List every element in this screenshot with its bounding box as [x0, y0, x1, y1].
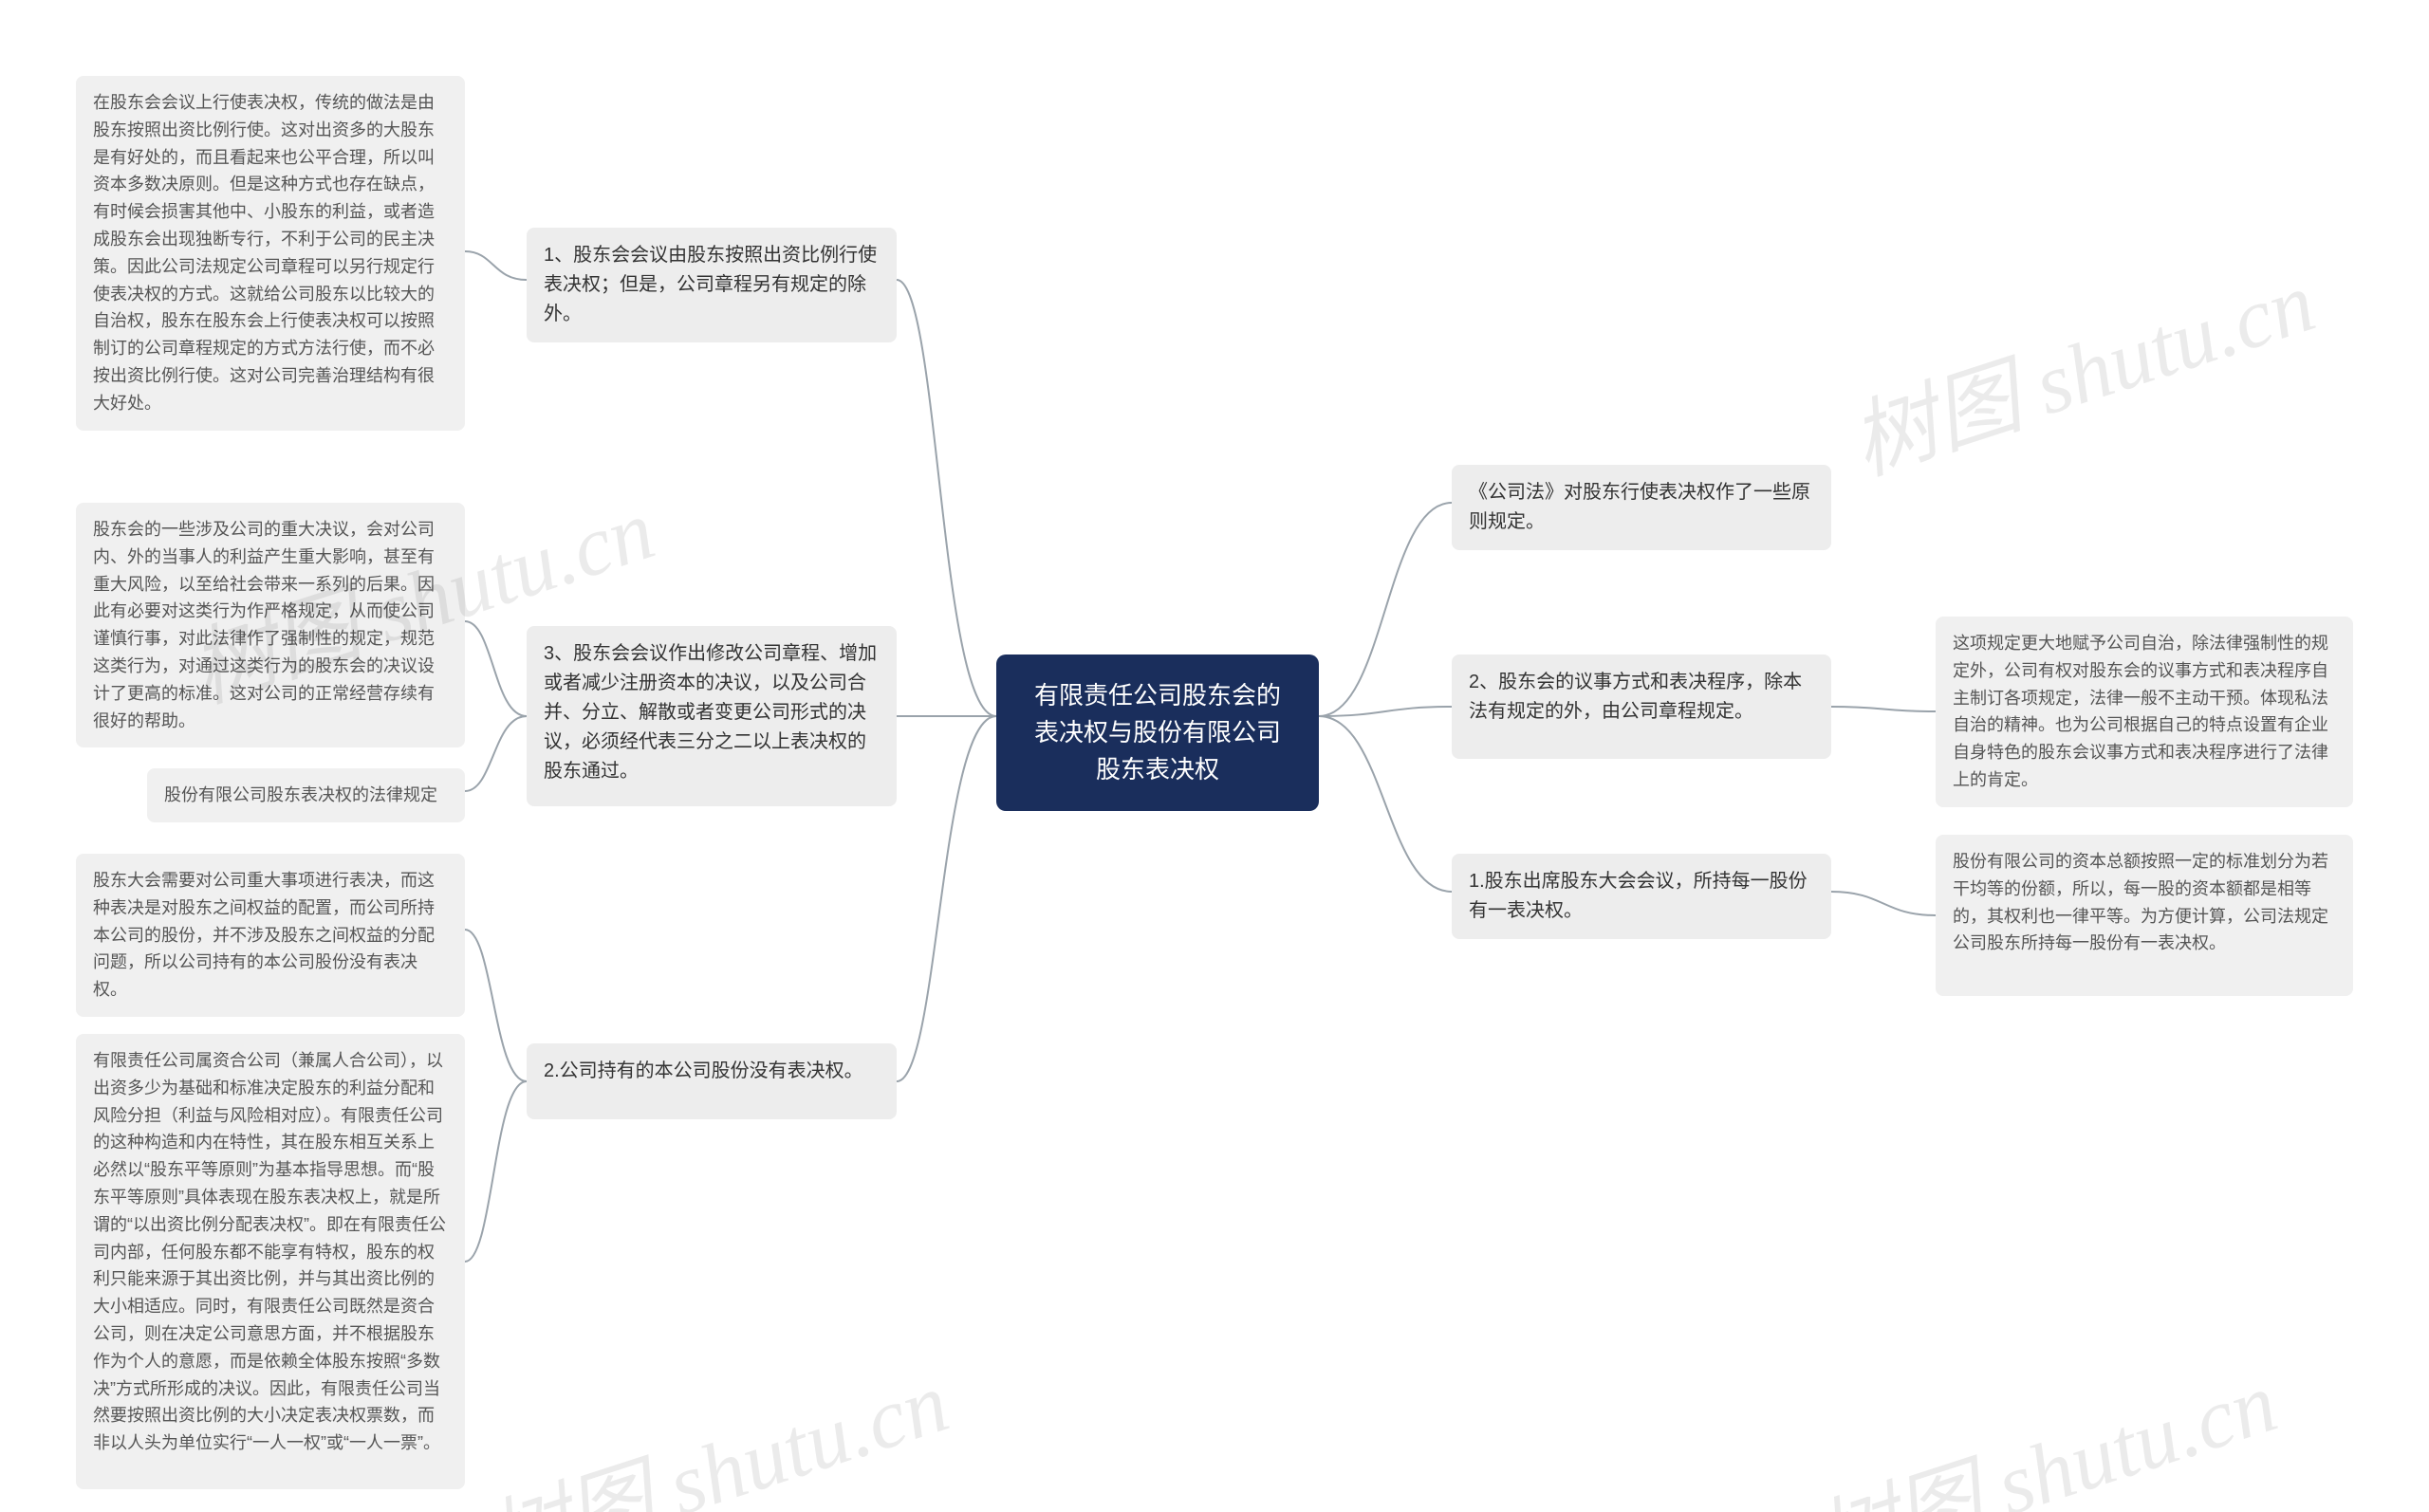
- left-leaf-3a: 股东大会需要对公司重大事项进行表决，而这种表决是对股东之间权益的配置，而公司所持…: [76, 854, 465, 1017]
- right-leaf-3a: 股份有限公司的资本总额按照一定的标准划分为若干均等的份额，所以，每一股的资本额都…: [1936, 835, 2353, 996]
- left-branch-3: 2.公司持有的本公司股份没有表决权。: [527, 1043, 897, 1119]
- right-branch-3: 1.股东出席股东大会会议，所持每一股份有一表决权。: [1452, 854, 1831, 939]
- right-leaf-2a: 这项规定更大地赋予公司自治，除法律强制性的规定外，公司有权对股东会的议事方式和表…: [1936, 617, 2353, 807]
- left-branch-2: 3、股东会会议作出修改公司章程、增加或者减少注册资本的决议，以及公司合并、分立、…: [527, 626, 897, 806]
- right-branch-1: 《公司法》对股东行使表决权作了一些原则规定。: [1452, 465, 1831, 550]
- watermark-4: 树图 shutu.cn: [1795, 1333, 2289, 1512]
- left-leaf-2a: 股东会的一些涉及公司的重大决议，会对公司内、外的当事人的利益产生重大影响，甚至有…: [76, 503, 465, 747]
- center-node: 有限责任公司股东会的表决权与股份有限公司股东表决权: [996, 655, 1319, 811]
- left-leaf-2b: 股份有限公司股东表决权的法律规定: [147, 768, 465, 822]
- watermark-2: 树图 shutu.cn: [1833, 232, 2327, 498]
- watermark-3: 树图 shutu.cn: [467, 1333, 960, 1512]
- left-leaf-1a: 在股东会会议上行使表决权，传统的做法是由股东按照出资比例行使。这对出资多的大股东…: [76, 76, 465, 431]
- right-branch-2: 2、股东会的议事方式和表决程序，除本法有规定的外，由公司章程规定。: [1452, 655, 1831, 759]
- left-leaf-3b: 有限责任公司属资合公司（兼属人合公司），以出资多少为基础和标准决定股东的利益分配…: [76, 1034, 465, 1489]
- left-branch-1: 1、股东会会议由股东按照出资比例行使表决权；但是，公司章程另有规定的除外。: [527, 228, 897, 342]
